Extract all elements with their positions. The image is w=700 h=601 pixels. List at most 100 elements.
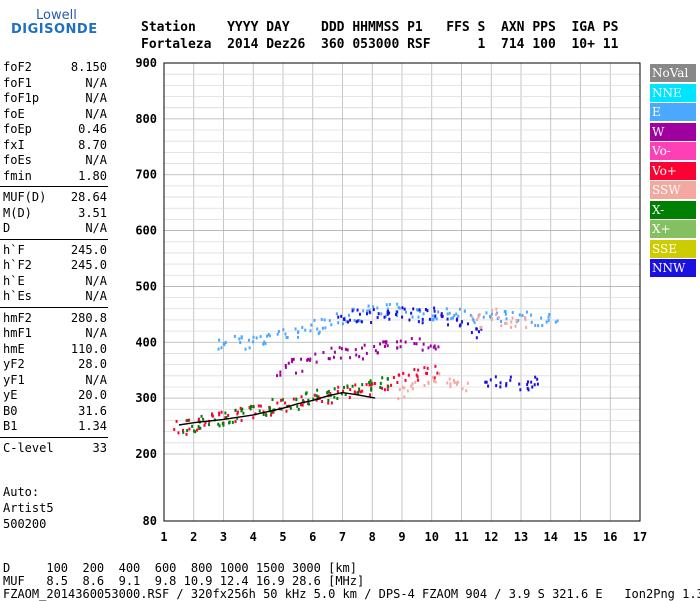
chart-point-e (397, 306, 400, 310)
parameter-separator (0, 186, 108, 187)
chart-point-vo (380, 386, 383, 390)
chart-point-vo (203, 423, 206, 427)
chart-point-ssw (515, 319, 518, 323)
chart-point-nnw (530, 380, 533, 384)
chart-point-vo (227, 413, 230, 417)
chart-point-e (220, 346, 223, 350)
parameter-row: yE 20.0 (3, 387, 107, 404)
chart-point-nnw (499, 385, 502, 389)
x-tick-label: 3 (220, 530, 227, 544)
chart-point-e (545, 320, 548, 324)
chart-point-e (218, 338, 221, 342)
chart-point-nnw (410, 311, 413, 315)
chart-point-e (367, 304, 370, 308)
chart-point-nnw (337, 315, 340, 319)
chart-point-w (328, 357, 331, 361)
chart-point-vo (224, 416, 227, 420)
chart-point-e (548, 312, 551, 316)
chart-point-x (333, 395, 336, 399)
parameter-separator (0, 306, 108, 308)
chart-point-vo (276, 401, 279, 405)
chart-point-ssw (495, 307, 498, 311)
x-tick-label: 16 (603, 530, 617, 544)
plot-frame (163, 62, 641, 522)
chart-point-nnw (417, 320, 420, 324)
chart-point-nnw (485, 380, 488, 384)
chart-traces (178, 391, 376, 426)
chart-point-nnw (396, 310, 399, 314)
chart-point-x (269, 407, 272, 411)
chart-point-e (263, 340, 266, 344)
chart-point-x (340, 392, 343, 396)
chart-point-vo (357, 389, 360, 393)
chart-point-ssw (461, 387, 464, 391)
chart-point-x (186, 428, 189, 432)
chart-point-ssw (432, 375, 435, 379)
chart-point-nnw (526, 386, 529, 390)
y-tick-label: 300 (135, 391, 157, 405)
parameter-row: h`F 245.0 (3, 242, 107, 259)
chart-point-vo (240, 419, 243, 423)
chart-point-e (266, 334, 269, 338)
chart-point-e (385, 303, 388, 307)
chart-point-x (208, 423, 211, 427)
chart-point-vo (402, 371, 405, 375)
parameter-row: hmF2 280.8 (3, 310, 107, 327)
chart-point-vo (313, 393, 316, 397)
chart-point-vo (397, 373, 400, 377)
chart-point-e (282, 328, 285, 332)
chart-point-e (330, 323, 333, 327)
parameter-value: 8.150 (70, 60, 107, 74)
ionogram-chart: 1 2 3 4 5 6 7 8 9 10 11 12 13 14 15 16 17 80200300400500… (135, 56, 647, 544)
x-tick-label: 12 (484, 530, 498, 544)
chart-point-ssw (510, 320, 513, 324)
x-tick-label: 1 (160, 530, 167, 544)
chart-point-e (499, 319, 502, 323)
chart-point-w (386, 344, 389, 348)
chart-point-e (320, 317, 323, 321)
chart-point-nnw (447, 323, 450, 327)
chart-point-vo (188, 418, 191, 422)
y-tick-label: 700 (135, 168, 157, 182)
parameter-row: yF2 28.0 (3, 356, 107, 373)
chart-point-x (258, 409, 261, 413)
chart-point-vo (197, 417, 200, 421)
chart-point-e (398, 306, 401, 310)
chart-point-x (200, 414, 203, 418)
parameter-value: 20.0 (78, 388, 107, 402)
chart-point-ssw (411, 387, 414, 391)
chart-point-ssw (456, 382, 459, 386)
chart-point-vo (336, 390, 339, 394)
parameter-name: hmE (3, 341, 25, 356)
chart-point-e (457, 314, 460, 318)
parameter-value: N/A (85, 106, 107, 121)
chart-point-vo (383, 388, 386, 392)
chart-point-e (341, 322, 344, 326)
parameter-value: 3.51 (78, 205, 107, 220)
chart-point-nnw (356, 308, 359, 312)
chart-point-nnw (526, 382, 529, 386)
chart-point-x (361, 383, 364, 387)
chart-point-ssw (491, 308, 494, 312)
chart-point-w (399, 345, 402, 349)
chart-point-ssw (476, 318, 479, 322)
chart-point-w (434, 347, 437, 351)
chart-point-e (372, 305, 375, 309)
parameter-separator (0, 238, 108, 240)
chart-point-e (386, 307, 389, 311)
chart-point-x (202, 417, 205, 421)
chart-point-vo (188, 427, 191, 431)
chart-point-w (314, 352, 317, 356)
parameter-value: 280.8 (70, 310, 107, 325)
chart-point-nnw (403, 307, 406, 311)
chart-point-x (191, 424, 194, 428)
chart-point-x (315, 394, 318, 398)
parameter-row: h`Es N/A (3, 288, 107, 305)
chart-point-x (199, 426, 202, 430)
chart-point-nnw (509, 378, 512, 382)
chart-point-e (255, 336, 258, 340)
chart-point-x (218, 424, 221, 428)
chart-point-e (324, 326, 327, 330)
chart-point-e (431, 314, 434, 318)
chart-point-e (304, 328, 307, 332)
